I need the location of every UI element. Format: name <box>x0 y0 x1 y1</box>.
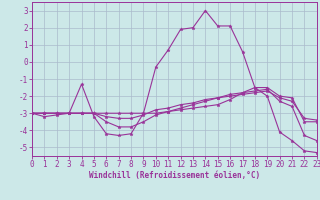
X-axis label: Windchill (Refroidissement éolien,°C): Windchill (Refroidissement éolien,°C) <box>89 171 260 180</box>
